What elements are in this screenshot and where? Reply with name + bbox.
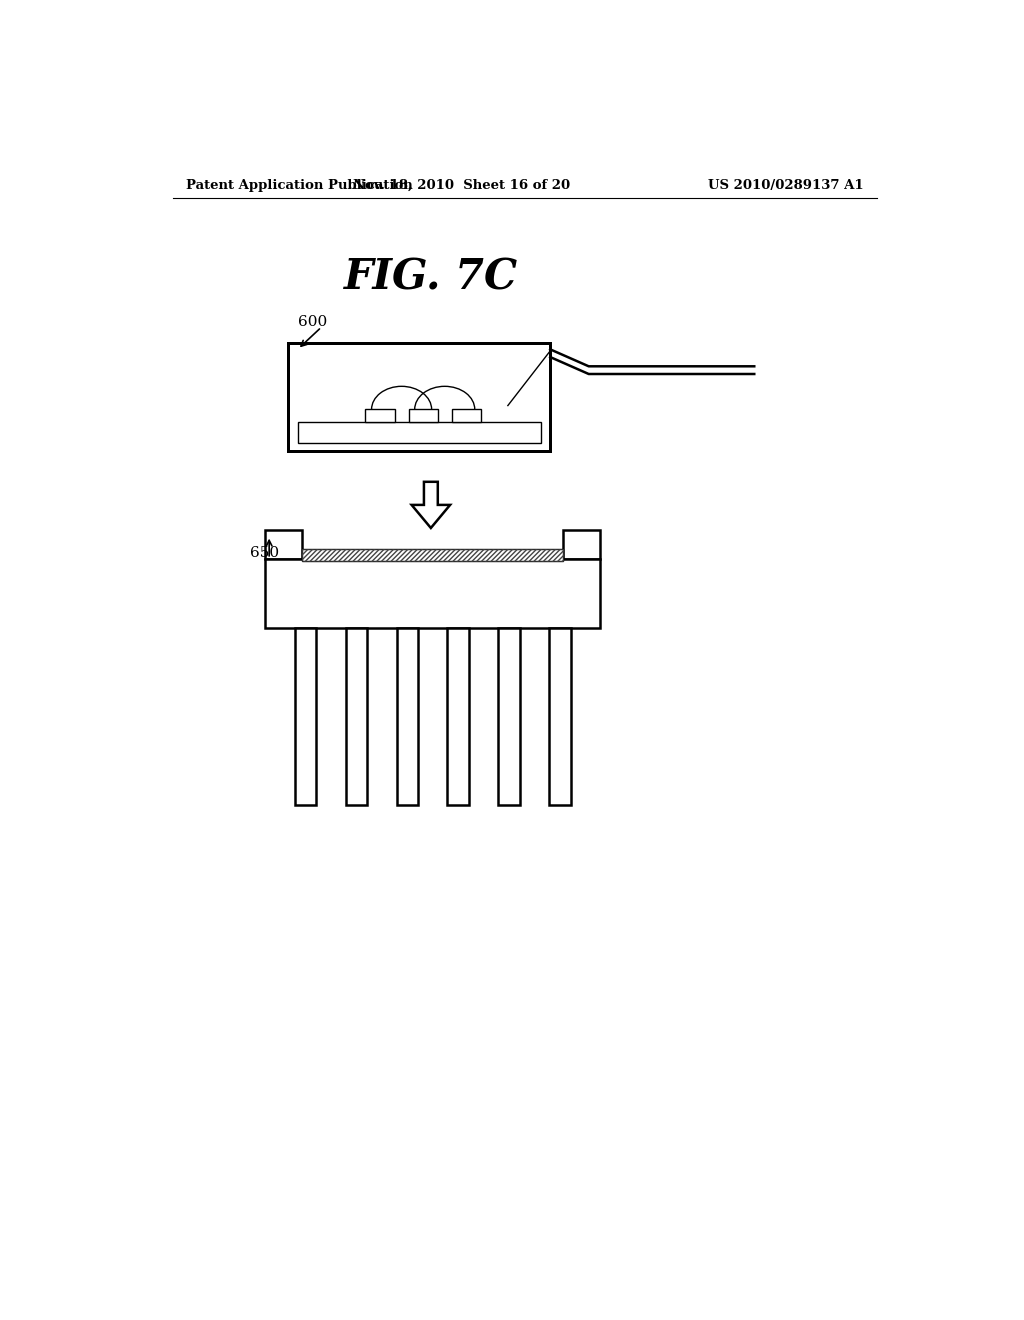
Bar bbox=[265, 558, 600, 628]
Text: FIG. 7C: FIG. 7C bbox=[344, 257, 518, 298]
Polygon shape bbox=[412, 482, 451, 528]
Bar bbox=[396, 628, 418, 805]
Bar bbox=[499, 628, 520, 805]
Text: Nov. 18, 2010  Sheet 16 of 20: Nov. 18, 2010 Sheet 16 of 20 bbox=[353, 178, 570, 191]
Bar bbox=[289, 343, 550, 451]
Bar bbox=[452, 409, 481, 422]
Text: 600: 600 bbox=[298, 315, 328, 330]
Text: 650: 650 bbox=[250, 545, 279, 560]
Bar bbox=[295, 628, 316, 805]
Bar bbox=[302, 549, 563, 561]
Bar bbox=[346, 628, 368, 805]
Bar bbox=[447, 628, 469, 805]
Bar bbox=[265, 529, 302, 558]
Bar bbox=[549, 628, 571, 805]
Bar bbox=[366, 409, 394, 422]
Bar bbox=[409, 409, 438, 422]
Text: Patent Application Publication: Patent Application Publication bbox=[186, 178, 413, 191]
Bar bbox=[298, 422, 541, 444]
Bar bbox=[563, 529, 600, 558]
Bar bbox=[302, 549, 563, 561]
Text: US 2010/0289137 A1: US 2010/0289137 A1 bbox=[708, 178, 863, 191]
